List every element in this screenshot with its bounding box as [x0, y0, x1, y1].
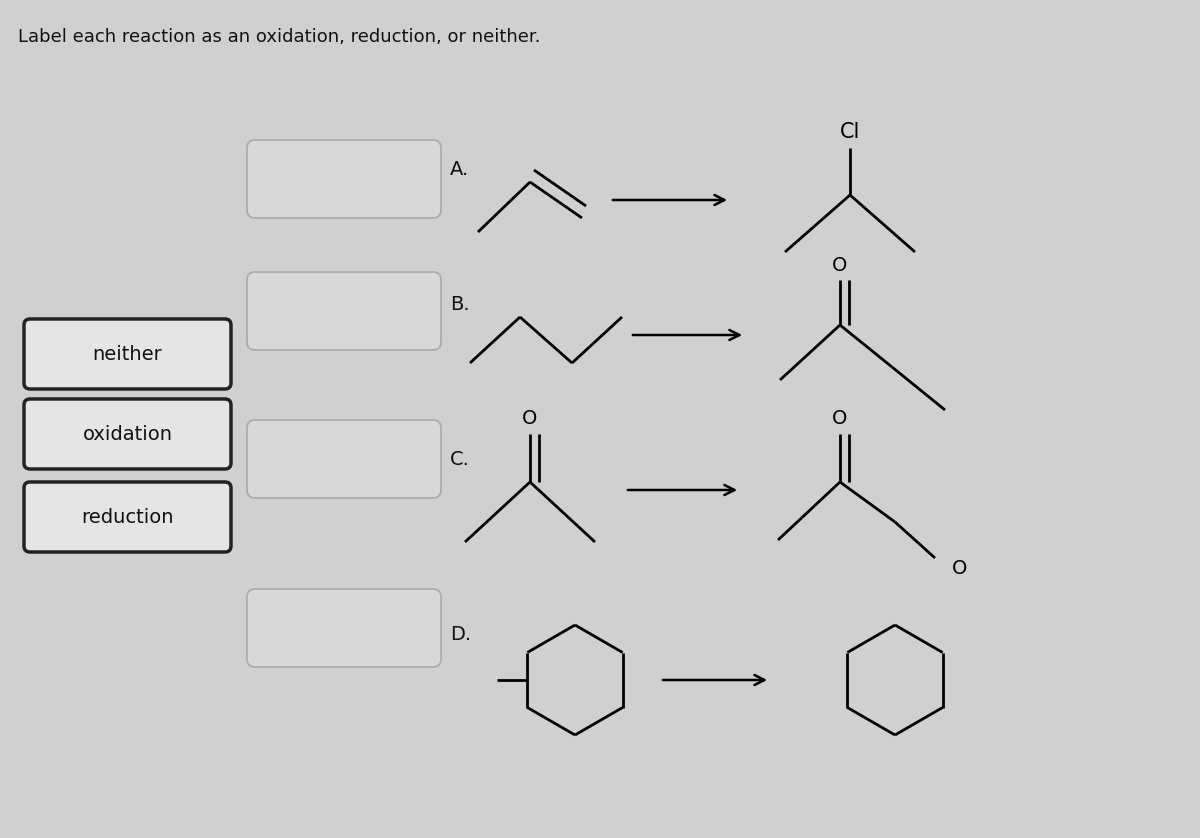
- Text: reduction: reduction: [82, 508, 174, 526]
- Text: A.: A.: [450, 160, 469, 179]
- Text: B.: B.: [450, 295, 469, 314]
- FancyBboxPatch shape: [24, 482, 230, 552]
- FancyBboxPatch shape: [247, 420, 442, 498]
- FancyBboxPatch shape: [247, 272, 442, 350]
- FancyBboxPatch shape: [24, 319, 230, 389]
- FancyBboxPatch shape: [24, 399, 230, 469]
- Text: O: O: [953, 558, 967, 577]
- Text: Cl: Cl: [840, 122, 860, 142]
- FancyBboxPatch shape: [247, 589, 442, 667]
- Text: O: O: [833, 256, 847, 275]
- Text: O: O: [833, 408, 847, 427]
- Text: oxidation: oxidation: [83, 425, 173, 443]
- FancyBboxPatch shape: [247, 140, 442, 218]
- Text: O: O: [522, 408, 538, 427]
- Text: neither: neither: [92, 344, 162, 364]
- Text: D.: D.: [450, 625, 472, 644]
- Text: C.: C.: [450, 450, 470, 469]
- Text: Label each reaction as an oxidation, reduction, or neither.: Label each reaction as an oxidation, red…: [18, 28, 540, 46]
